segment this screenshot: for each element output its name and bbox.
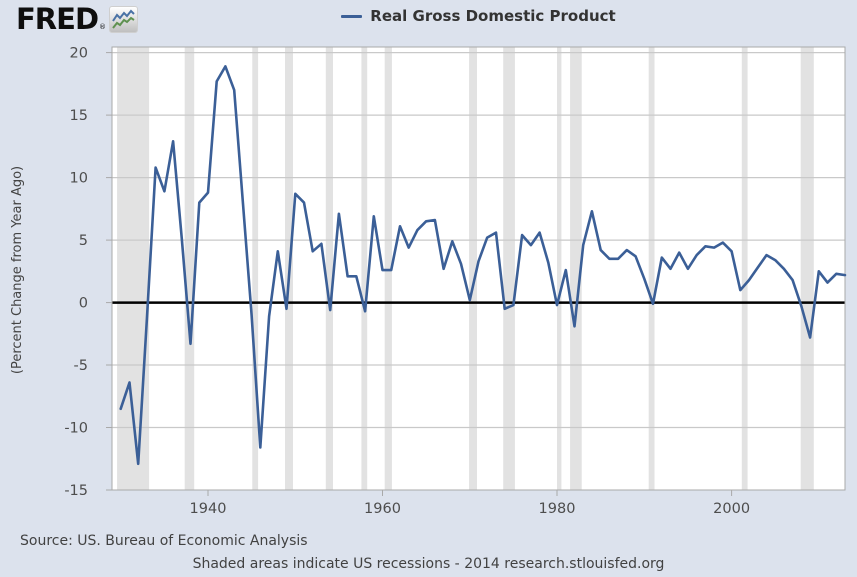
gridlines (112, 51, 845, 429)
series-line-real-gdp (119, 65, 847, 466)
recession-band (361, 47, 368, 490)
x-tick-label: 2000 (713, 501, 750, 517)
registered-trademark-mark: ® (99, 23, 107, 31)
y-tick-label: -5 (74, 358, 88, 374)
axis-ticks (106, 52, 733, 496)
recession-band (570, 47, 582, 490)
recession-band (557, 47, 562, 490)
y-tick-label: 10 (70, 171, 88, 187)
sparkline-icon-graphic (112, 9, 135, 29)
y-tick-label: 0 (79, 296, 88, 312)
legend-line-sample (341, 14, 363, 18)
plot-border (111, 46, 846, 491)
y-tick-label: 5 (79, 233, 88, 249)
x-tick-labels: 1940 1960 1980 2000 (190, 501, 751, 517)
y-tick-label: 20 (70, 46, 88, 62)
recession-shading-note: Shaded areas indicate US recessions - 20… (192, 556, 665, 572)
x-tick-label: 1980 (539, 501, 576, 517)
recession-band (469, 47, 477, 490)
chart-legend: Real Gross Domestic Product (112, 7, 845, 25)
y-tick-label: -10 (64, 421, 88, 437)
plot-area (112, 47, 845, 490)
recession-band (800, 47, 814, 490)
recession-band (384, 47, 392, 490)
recession-band (184, 47, 195, 490)
fred-logo-text: FRED (16, 2, 99, 36)
fred-logo: FRED ® (16, 2, 139, 36)
fred-sparkline-icon (109, 6, 139, 33)
x-tick-label: 1960 (364, 501, 401, 517)
source-attribution: Source: US. Bureau of Economic Analysis (20, 533, 308, 549)
recession-band (648, 47, 655, 490)
y-tick-label: -15 (64, 483, 88, 499)
recession-band (741, 47, 748, 490)
legend-series-label: Real Gross Domestic Product (370, 7, 616, 25)
recession-band (252, 47, 259, 490)
recession-band (503, 47, 515, 490)
y-tick-label: 15 (70, 108, 88, 124)
x-tick-label: 1940 (190, 501, 227, 517)
y-tick-labels: -15 -10 -5 0 5 10 15 20 (64, 46, 88, 499)
recession-band (325, 47, 333, 490)
